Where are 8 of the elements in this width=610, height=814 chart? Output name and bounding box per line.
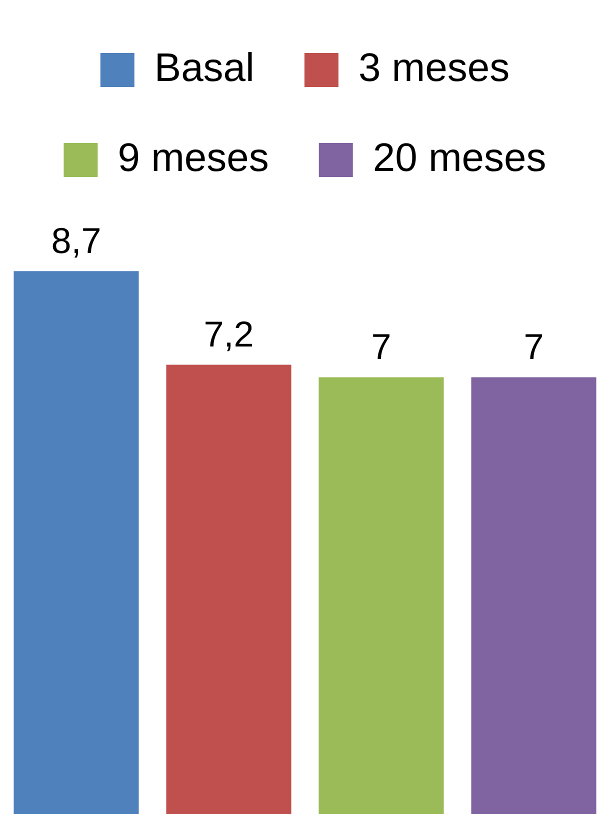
data-label: 7	[371, 326, 392, 368]
legend-label: 20 meses	[372, 136, 546, 180]
data-label: 7,2	[204, 314, 254, 355]
data-label: 7	[524, 326, 544, 368]
legend-label: 3 meses	[358, 46, 510, 90]
legend-label: 9 meses	[118, 136, 269, 180]
legend-label: Basal	[154, 46, 254, 90]
data-label: 8,7	[51, 220, 102, 262]
